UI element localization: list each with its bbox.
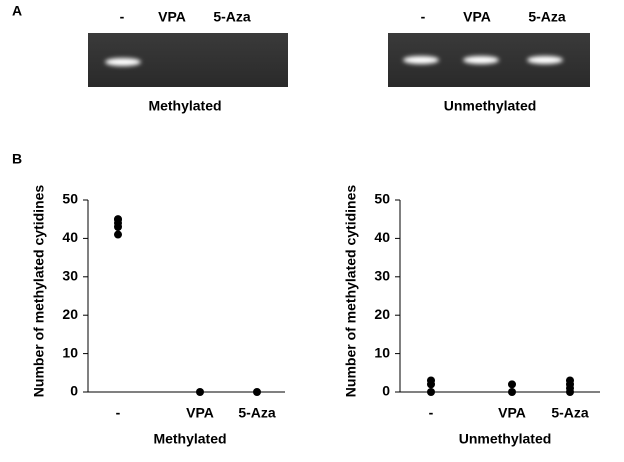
lane-label: - xyxy=(120,9,125,25)
y-tick-label: 10 xyxy=(62,344,78,360)
y-tick-label: 50 xyxy=(62,191,78,207)
y-tick-label: 40 xyxy=(62,229,78,245)
data-point xyxy=(114,215,122,224)
y-tick-label: 20 xyxy=(62,306,78,322)
y-tick-label: 50 xyxy=(374,191,390,207)
y-tick-label: 40 xyxy=(374,229,390,245)
x-tick-label: - xyxy=(116,405,121,421)
data-point xyxy=(427,376,435,385)
y-tick-label: 0 xyxy=(70,383,78,399)
lane-label: VPA xyxy=(463,9,491,25)
data-point xyxy=(427,388,435,396)
y-axis-label: Number of methylated cytidines xyxy=(343,185,359,398)
x-axis-label: Methylated xyxy=(153,431,226,447)
lane-label: - xyxy=(421,9,426,25)
y-tick-label: 30 xyxy=(62,268,78,284)
data-point xyxy=(566,376,574,385)
gel-caption: Methylated xyxy=(148,98,221,114)
gel-band xyxy=(463,56,499,64)
lane-label: 5-Aza xyxy=(528,9,566,25)
x-tick-label: VPA xyxy=(498,405,526,421)
y-tick-label: 0 xyxy=(382,383,390,399)
gel-caption: Unmethylated xyxy=(444,98,537,114)
x-tick-label: VPA xyxy=(186,405,214,421)
data-point xyxy=(253,388,261,396)
y-tick-label: 10 xyxy=(374,344,390,360)
y-tick-label: 30 xyxy=(374,268,390,284)
gel-band xyxy=(105,58,141,66)
x-tick-label: 5-Aza xyxy=(238,405,276,421)
y-axis-label: Number of methylated cytidines xyxy=(31,185,47,398)
data-point xyxy=(196,388,204,396)
data-point xyxy=(508,380,516,389)
y-tick-label: 20 xyxy=(374,306,390,322)
panel-label: B xyxy=(12,151,22,167)
x-axis-label: Unmethylated xyxy=(459,431,552,447)
panel-label: A xyxy=(12,3,22,19)
gel-band xyxy=(527,56,563,64)
data-point xyxy=(508,388,516,396)
x-tick-label: - xyxy=(429,405,434,421)
gel-band xyxy=(403,56,439,64)
data-point xyxy=(114,230,122,239)
x-tick-label: 5-Aza xyxy=(551,405,589,421)
lane-label: VPA xyxy=(158,9,186,25)
lane-label: 5-Aza xyxy=(213,9,251,25)
